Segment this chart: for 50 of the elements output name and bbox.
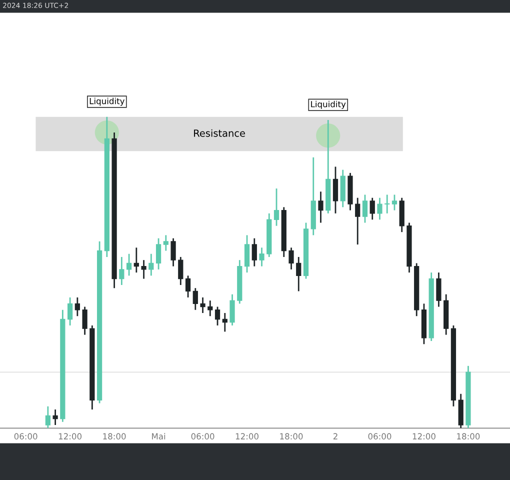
x-tick-label: 18:00 <box>103 433 126 440</box>
candlestick <box>288 246 294 270</box>
x-tick-label: 2 <box>333 433 338 440</box>
candlestick <box>67 296 73 326</box>
candlestick <box>230 294 235 326</box>
candlestick <box>222 312 228 332</box>
band-label: Resistance <box>194 129 245 137</box>
candlestick <box>392 194 398 211</box>
candlestick <box>156 238 162 270</box>
x-tick-label: 12:00 <box>412 433 436 440</box>
candlestick <box>355 197 360 246</box>
x-tick-label: 18:00 <box>457 433 480 440</box>
annotation: Liquidity <box>90 98 124 106</box>
candlestick <box>384 194 390 214</box>
candlestick <box>370 197 375 220</box>
candlestick <box>274 188 280 227</box>
candlestick <box>362 194 368 224</box>
candlestick <box>208 300 213 317</box>
candlestick <box>141 259 146 280</box>
candlestick <box>259 246 264 268</box>
candlestick <box>82 306 88 336</box>
candlestick <box>185 274 191 298</box>
candlestick <box>163 234 168 252</box>
x-tick-label: 18:00 <box>280 433 303 440</box>
candlestick <box>252 238 257 268</box>
candlestick <box>296 256 302 292</box>
candlestick <box>119 256 124 286</box>
candlestick <box>200 296 206 314</box>
x-tick-label: 06:00 <box>368 433 392 440</box>
candlestick <box>377 197 382 220</box>
candlestick <box>178 256 184 286</box>
candlestick <box>436 272 442 308</box>
x-tick-label: 12:00 <box>236 433 258 440</box>
candlestick <box>192 287 198 311</box>
candlestick <box>244 234 250 274</box>
candlestick <box>332 166 338 214</box>
annotation: Liquidity <box>311 100 346 109</box>
x-tick-label: 06:00 <box>191 433 214 440</box>
candlestick <box>126 253 132 276</box>
x-tick-label: Mai <box>152 433 166 440</box>
x-tick-label: 12:00 <box>58 433 82 440</box>
candlestick <box>74 296 80 317</box>
candlestick <box>318 190 324 224</box>
candlestick <box>148 253 154 276</box>
candlestick <box>170 238 176 268</box>
candlestick <box>214 306 220 326</box>
x-tick-label: 06:00 <box>14 433 38 440</box>
candlestick <box>45 406 50 428</box>
candlestick <box>52 408 58 426</box>
candlestick <box>134 246 139 274</box>
